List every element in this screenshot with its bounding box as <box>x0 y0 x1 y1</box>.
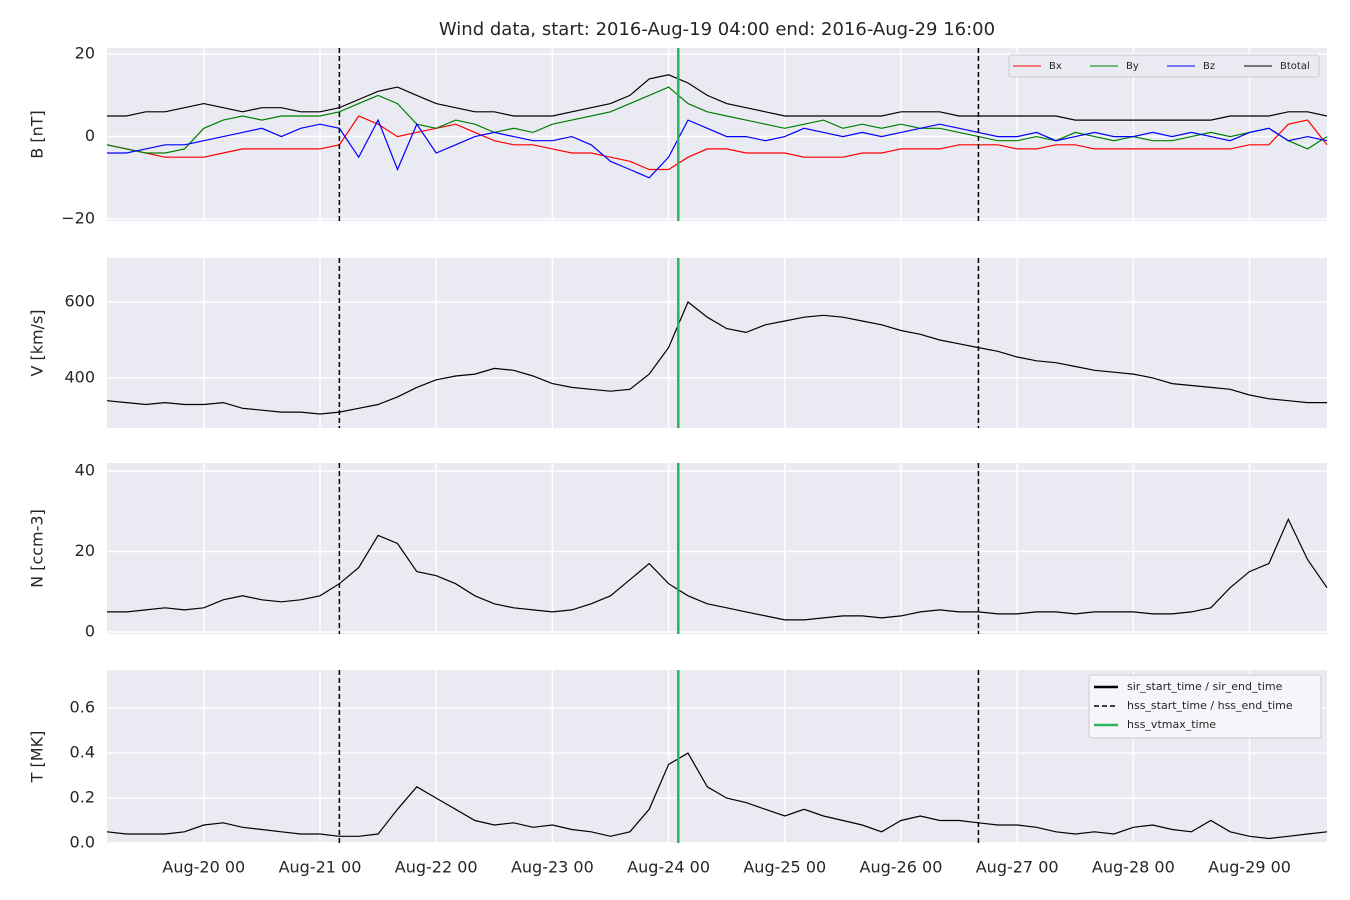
y-axis-label: N [ccm-3] <box>28 509 47 588</box>
x-tick-label: Aug-26 00 <box>860 858 943 877</box>
legend-label: Bx <box>1049 61 1062 72</box>
x-tick-label: Aug-28 00 <box>1092 858 1175 877</box>
x-tick-label: Aug-22 00 <box>395 858 478 877</box>
data-line <box>106 301 1327 415</box>
data-line <box>106 752 1328 840</box>
legend-label: sir_start_time / sir_end_time <box>1127 680 1283 693</box>
data-line <box>107 118 1328 179</box>
plot-area <box>107 258 1327 428</box>
legend-box <box>1088 674 1322 739</box>
y-tick-label: 600 <box>64 292 95 311</box>
chart-title: Wind data, start: 2016-Aug-19 04:00 end:… <box>439 19 995 40</box>
x-tick-label: Aug-23 00 <box>511 858 594 877</box>
x-tick-label: Aug-20 00 <box>162 858 245 877</box>
y-tick-label: 20 <box>75 44 95 63</box>
x-tick-label: Aug-24 00 <box>627 858 710 877</box>
legend-label: Btotal <box>1280 61 1310 72</box>
y-tick-label: 40 <box>75 461 95 480</box>
data-line <box>106 115 1328 171</box>
legend-box <box>1008 54 1320 78</box>
y-axis-label: T [MK] <box>28 731 47 784</box>
y-tick-label: −20 <box>61 208 95 227</box>
y-tick-label: 400 <box>64 367 95 386</box>
y-tick-label: 0 <box>85 126 95 145</box>
data-line <box>107 74 1328 121</box>
x-tick-label: Aug-29 00 <box>1208 858 1291 877</box>
x-tick-label: Aug-27 00 <box>976 858 1059 877</box>
data-line <box>106 86 1328 154</box>
legend-label: hss_vtmax_time <box>1127 718 1216 731</box>
y-tick-label: 0.2 <box>70 788 95 807</box>
y-tick-label: 0.0 <box>70 833 95 852</box>
x-tick-label: Aug-21 00 <box>279 858 362 877</box>
plot-area <box>107 463 1327 634</box>
y-axis-label: B [nT] <box>28 110 47 158</box>
y-tick-label: 0.4 <box>70 743 95 762</box>
y-axis-label: V [km/s] <box>28 309 47 376</box>
legend-label: Bz <box>1203 61 1215 72</box>
y-tick-label: 0 <box>85 621 95 640</box>
legend-label: hss_start_time / hss_end_time <box>1127 699 1293 712</box>
data-line <box>107 517 1328 621</box>
y-tick-label: 0.6 <box>70 698 95 717</box>
legend-label: By <box>1126 61 1139 72</box>
x-tick-label: Aug-25 00 <box>743 858 826 877</box>
y-tick-label: 20 <box>75 541 95 560</box>
